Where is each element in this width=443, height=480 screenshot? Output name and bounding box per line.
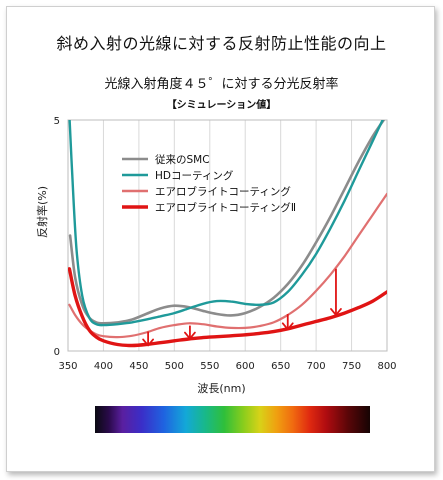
series-line-1 (68, 120, 386, 325)
series-line-4 (68, 267, 387, 348)
plot-area-border (67, 119, 388, 352)
simulation-note: 【シミュレーション値】 (166, 100, 277, 111)
series-line-2 (68, 120, 384, 327)
series-line-3 (68, 192, 387, 339)
x-axis-label: 波長(nm) (197, 382, 246, 395)
x-tick-label: 350 (58, 361, 77, 372)
legend-label-3: エアロブライトコーティング (155, 185, 291, 198)
chart-subtitle: 光線入射角度４５゜に対する分光反射率 (104, 77, 339, 92)
annotation-arrowhead-3 (281, 322, 294, 331)
x-tick-label: 500 (165, 361, 184, 372)
x-tick-label: 550 (200, 361, 219, 372)
legend-label-2: HDコーティング (155, 169, 234, 182)
x-tick-label: 400 (94, 361, 113, 372)
figure-title: 斜め入射の光線に対する反射防止性能の向上 (56, 34, 387, 53)
y-tick-label: 5 (54, 116, 60, 127)
annotation-arrowhead-4 (330, 308, 342, 316)
legend-label-1: 従来のSMC (155, 153, 210, 166)
y-axis-label: 反射率(%) (36, 185, 49, 238)
y-tick-label: 0 (54, 347, 60, 358)
x-tick-label: 750 (342, 361, 361, 372)
annotation-arrowhead-1 (142, 338, 155, 347)
x-tick-label: 700 (307, 361, 326, 372)
figure-frame (6, 6, 435, 472)
x-tick-label: 800 (377, 361, 396, 372)
annotation-arrowhead-2 (184, 331, 196, 340)
legend-label-4: エアロブライトコーティングⅡ (155, 201, 296, 214)
x-tick-label: 450 (129, 361, 148, 372)
spectrum-color-bar (95, 406, 370, 433)
x-tick-label: 650 (271, 361, 290, 372)
x-tick-label: 600 (236, 361, 255, 372)
